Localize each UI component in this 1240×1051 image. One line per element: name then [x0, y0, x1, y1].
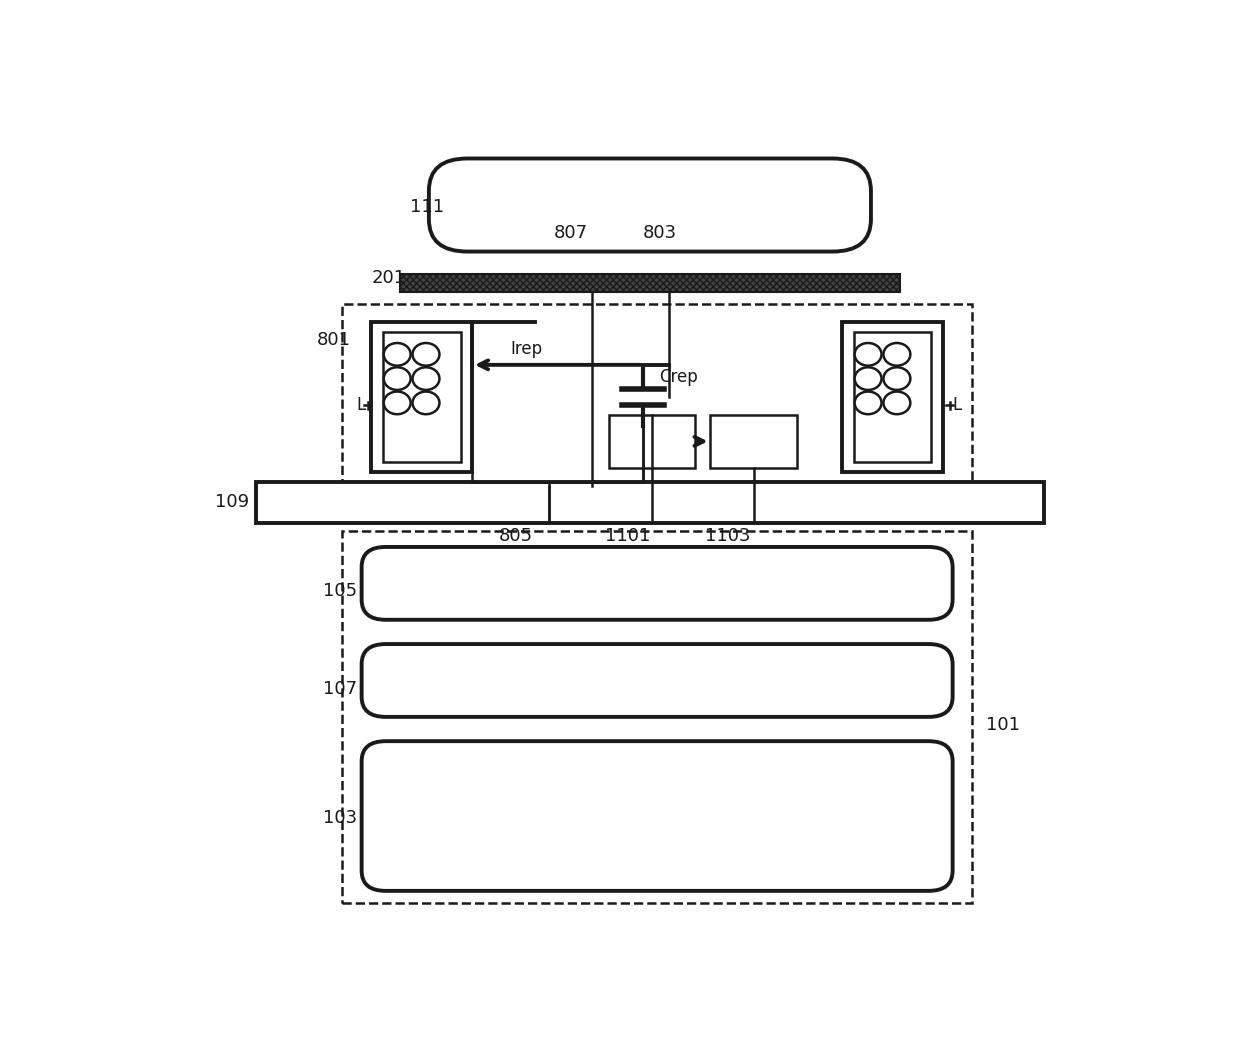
- Text: 803: 803: [644, 224, 677, 242]
- Text: L: L: [952, 396, 962, 414]
- Circle shape: [854, 392, 882, 414]
- Bar: [711, 415, 797, 468]
- Text: 107: 107: [324, 680, 357, 698]
- Circle shape: [383, 367, 410, 390]
- Bar: [371, 322, 472, 472]
- Circle shape: [413, 343, 439, 366]
- FancyBboxPatch shape: [362, 644, 952, 717]
- Text: 111: 111: [409, 198, 444, 217]
- Circle shape: [854, 367, 882, 390]
- Circle shape: [383, 392, 410, 414]
- Text: 807: 807: [554, 224, 588, 242]
- Text: 1101: 1101: [605, 527, 650, 544]
- Circle shape: [383, 343, 410, 366]
- Circle shape: [854, 343, 882, 366]
- Text: 105: 105: [324, 581, 357, 600]
- FancyBboxPatch shape: [362, 547, 952, 620]
- Bar: [853, 332, 931, 462]
- Circle shape: [883, 367, 910, 390]
- Bar: [842, 322, 942, 472]
- Circle shape: [413, 367, 439, 390]
- FancyBboxPatch shape: [429, 159, 870, 251]
- Circle shape: [883, 392, 910, 414]
- Circle shape: [413, 392, 439, 414]
- Text: 103: 103: [324, 809, 357, 827]
- Text: 109: 109: [215, 493, 249, 512]
- FancyBboxPatch shape: [362, 741, 952, 891]
- Bar: [401, 274, 900, 292]
- Circle shape: [883, 343, 910, 366]
- Bar: [255, 482, 1044, 522]
- Bar: [342, 304, 972, 487]
- Text: 201: 201: [371, 269, 405, 287]
- Text: 101: 101: [986, 716, 1021, 734]
- Bar: [342, 531, 972, 903]
- Text: 801: 801: [316, 331, 351, 349]
- Bar: [383, 332, 460, 462]
- Text: Crep: Crep: [660, 368, 698, 386]
- Text: L: L: [357, 396, 366, 414]
- Text: Irep: Irep: [511, 339, 543, 357]
- Bar: [609, 415, 696, 468]
- Text: 805: 805: [498, 527, 533, 544]
- Text: 1103: 1103: [704, 527, 750, 544]
